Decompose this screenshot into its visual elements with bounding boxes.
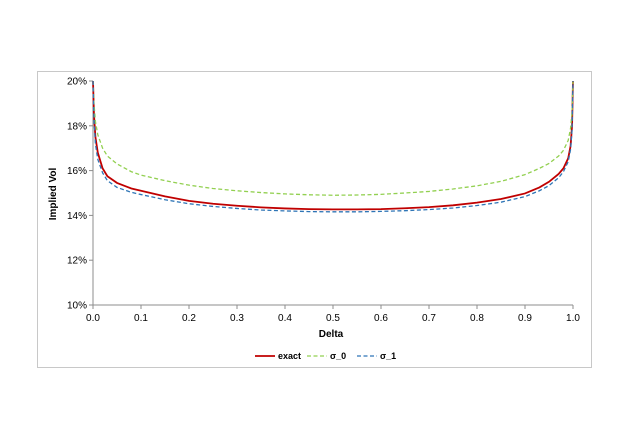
legend-label-1: σ_0 (330, 351, 346, 361)
series-lines (92, 80, 574, 213)
x-tick-label: 0.2 (182, 313, 196, 324)
x-tick-label: 0.6 (374, 313, 388, 324)
implied-vol-chart: 10% 12% 14% 16% 18% 20% 0.0 0.1 0.2 0.3 0.4 0.5 0.6 0… (48, 77, 580, 362)
chart-frame: 10% 12% 14% 16% 18% 20% 0.0 0.1 0.2 0.3 0.4 0.5 0.6 0… (37, 71, 592, 368)
series-line-2 (92, 80, 574, 213)
y-tick-label: 16% (67, 166, 87, 177)
x-tick-label: 0.9 (518, 313, 532, 324)
series-line-0 (92, 80, 574, 211)
x-tick-label: 0.7 (422, 313, 436, 324)
y-tick-label: 12% (67, 256, 87, 267)
axes: 10% 12% 14% 16% 18% 20% 0.0 0.1 0.2 0.3 0.4 0.5 0.6 0… (67, 77, 580, 325)
x-axis-title: Delta (319, 329, 344, 340)
y-tick-label: 10% (67, 301, 87, 312)
x-tick-label: 0.8 (470, 313, 484, 324)
x-tick-label: 0.5 (326, 313, 340, 324)
y-tick-label: 20% (67, 77, 87, 88)
x-tick-label: 0.1 (134, 313, 148, 324)
y-axis-title: Implied Vol (48, 167, 59, 220)
legend-label-0: exact (278, 351, 301, 361)
y-tick-label: 18% (67, 121, 87, 132)
series-line-1 (92, 80, 574, 196)
y-tick-label: 14% (67, 211, 87, 222)
legend-label-2: σ_1 (380, 351, 396, 361)
legend: exact σ_0 σ_1 (255, 351, 396, 361)
x-tick-label: 1.0 (566, 313, 580, 324)
x-tick-label: 0.4 (278, 313, 292, 324)
x-tick-label: 0.3 (230, 313, 244, 324)
x-tick-label: 0.0 (86, 313, 100, 324)
